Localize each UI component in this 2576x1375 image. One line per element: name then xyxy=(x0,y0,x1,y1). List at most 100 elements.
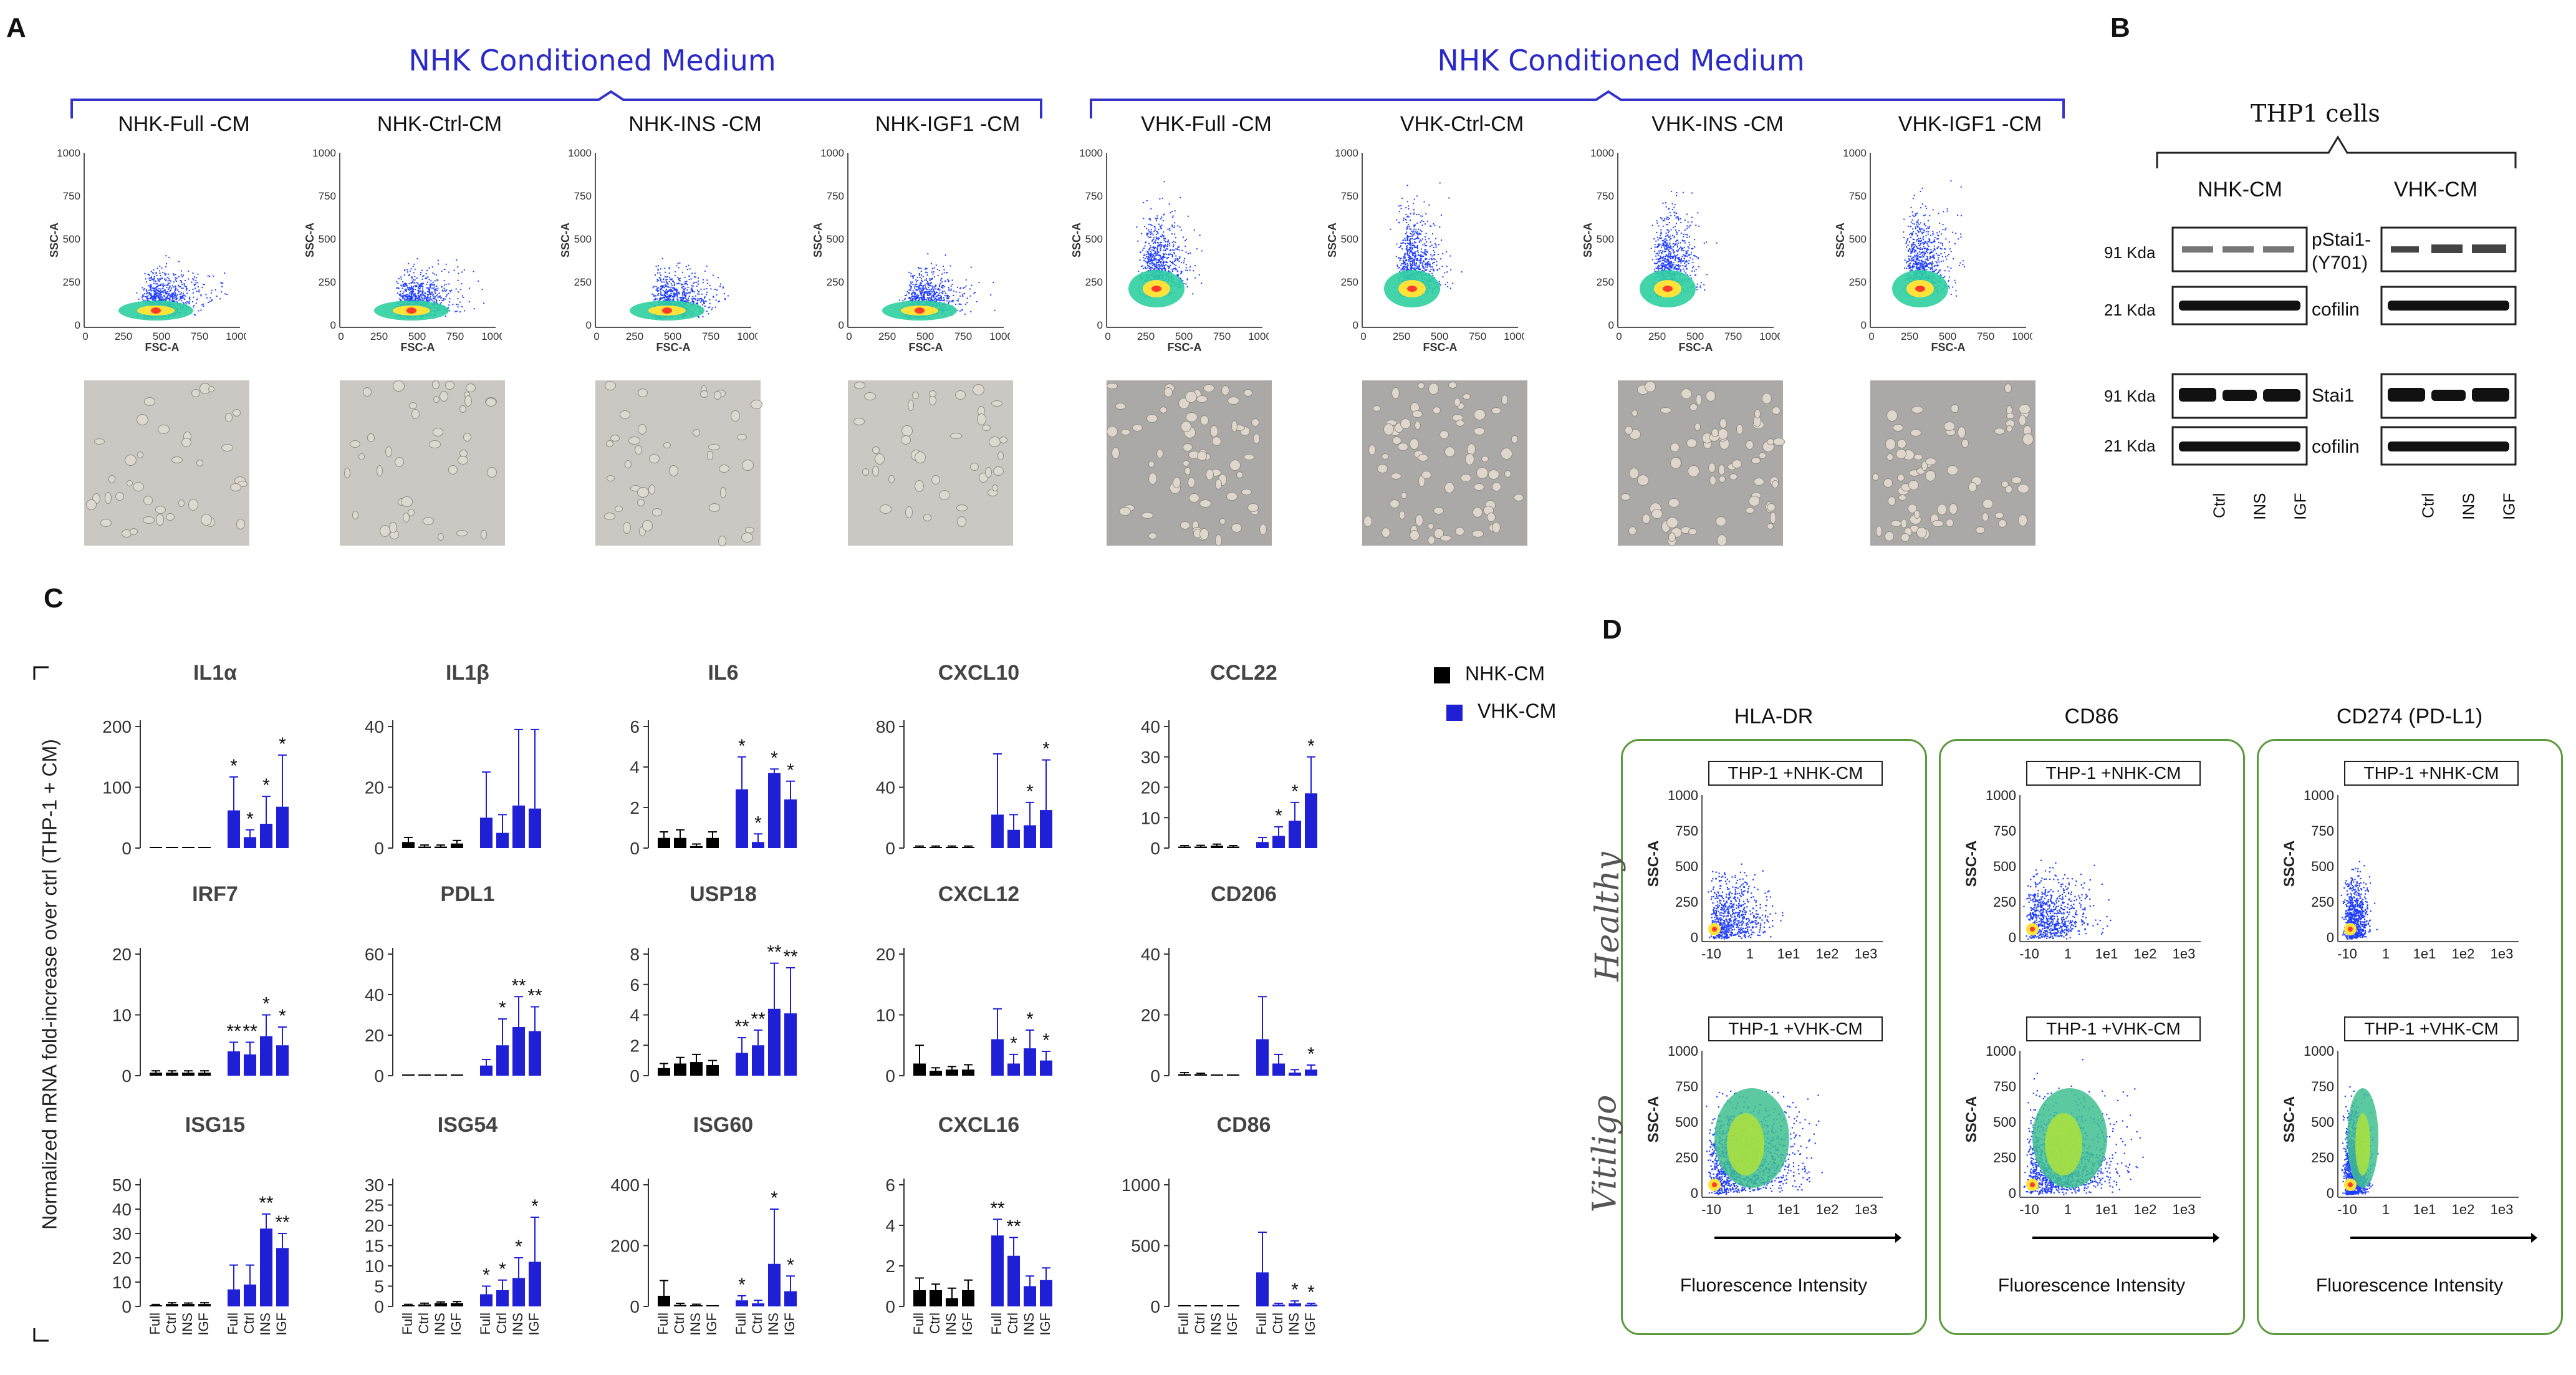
flow-point xyxy=(193,305,195,306)
flow-point xyxy=(939,284,940,286)
flow-point xyxy=(673,290,675,291)
x-tick-label: 750 xyxy=(1213,330,1231,342)
flow-point xyxy=(933,274,934,275)
flow-point xyxy=(1141,233,1142,234)
flow-point xyxy=(431,300,433,301)
flow-point xyxy=(1403,266,1404,267)
flow-point xyxy=(1156,263,1157,264)
cell-blob xyxy=(997,451,1004,460)
flow-point xyxy=(1181,250,1183,251)
flow-point xyxy=(1161,242,1162,243)
flow-point xyxy=(1153,260,1155,261)
flow-point xyxy=(408,296,409,297)
flow-point xyxy=(163,295,165,296)
flow-point xyxy=(420,299,421,300)
flow-point xyxy=(1151,225,1153,226)
flow-point xyxy=(482,289,483,290)
flow-point xyxy=(920,284,921,285)
flow-point xyxy=(706,266,708,267)
y-tick-label: 250 xyxy=(1341,276,1358,288)
flow-point xyxy=(697,293,698,294)
flow-point xyxy=(411,282,412,283)
flow-point xyxy=(421,282,423,284)
flow-point xyxy=(206,297,208,299)
flow-point xyxy=(430,292,431,294)
flow-point xyxy=(161,292,163,293)
flow-point xyxy=(681,284,682,285)
flow-point xyxy=(436,279,438,281)
x-tick-label: 250 xyxy=(1137,330,1155,342)
flow-point xyxy=(435,289,436,291)
flow-point xyxy=(1158,239,1159,240)
panel-label-a: A xyxy=(6,12,26,44)
flow-point xyxy=(660,291,661,292)
flow-point xyxy=(680,297,681,298)
flow-plot-title: NHK-IGF1 -CM xyxy=(829,112,1066,137)
flow-point xyxy=(919,286,920,287)
flow-point xyxy=(1178,249,1180,251)
cell-blob xyxy=(714,391,721,400)
flow-point xyxy=(927,297,928,299)
flow-point xyxy=(655,298,656,299)
cell-blob xyxy=(125,455,137,466)
flow-point xyxy=(680,280,681,281)
flow-point xyxy=(178,276,180,277)
y-tick-label: 500 xyxy=(574,233,592,245)
cell-blob xyxy=(1188,477,1195,488)
flow-point xyxy=(704,297,705,299)
flow-point xyxy=(923,295,924,296)
flow-point xyxy=(664,297,665,298)
flow-point xyxy=(688,276,690,277)
flow-point xyxy=(427,297,428,299)
flow-point xyxy=(1181,229,1182,231)
cell-blob xyxy=(464,395,472,407)
flow-point xyxy=(942,287,943,289)
cell-blob xyxy=(105,492,112,504)
flow-point xyxy=(1152,263,1153,264)
flow-point xyxy=(446,296,447,297)
flow-point xyxy=(171,293,173,294)
flow-point xyxy=(1398,268,1399,269)
flow-point xyxy=(1150,208,1151,210)
flow-point xyxy=(693,298,694,299)
flow-point xyxy=(657,289,658,291)
flow-point xyxy=(1146,234,1148,235)
flow-point xyxy=(656,299,658,300)
flow-point xyxy=(191,282,192,283)
flow-point xyxy=(180,298,181,299)
flow-point xyxy=(213,276,214,277)
flow-point xyxy=(660,294,661,296)
flow-point xyxy=(923,285,925,286)
cell-blob xyxy=(992,485,998,491)
flow-point xyxy=(1150,261,1151,262)
flow-point xyxy=(930,283,931,284)
flow-point xyxy=(1163,268,1164,269)
flow-point xyxy=(664,268,665,269)
flow-point xyxy=(657,294,658,296)
flow-point xyxy=(170,286,171,287)
flow-point xyxy=(716,289,718,291)
flow-point xyxy=(1174,253,1175,254)
cell-blob xyxy=(445,381,454,390)
flow-point xyxy=(427,294,428,295)
flow-point xyxy=(913,290,914,291)
flow-point xyxy=(948,302,949,304)
flow-point xyxy=(1156,238,1157,239)
flow-point xyxy=(180,297,181,298)
cell-blob xyxy=(393,380,405,392)
flow-point xyxy=(677,277,678,278)
flow-point xyxy=(175,289,176,290)
flow-point xyxy=(427,276,428,277)
flow-point xyxy=(916,296,918,297)
flow-point xyxy=(970,311,971,312)
cell-blob xyxy=(1229,460,1241,471)
flow-point xyxy=(671,279,673,280)
flow-point xyxy=(458,280,459,281)
flow-point xyxy=(663,296,665,297)
flow-point xyxy=(443,298,444,299)
flow-point xyxy=(931,263,932,264)
flow-point xyxy=(171,294,172,295)
flow-point xyxy=(976,301,978,302)
flow-point xyxy=(920,277,921,278)
flow-point xyxy=(1446,251,1447,253)
